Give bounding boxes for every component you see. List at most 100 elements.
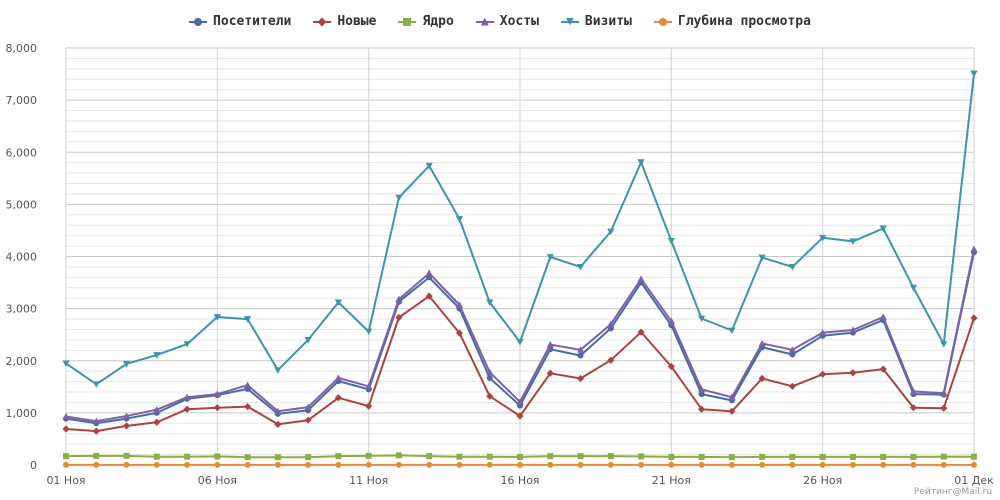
y-tick-label: 4,000 bbox=[6, 251, 38, 264]
data-point bbox=[274, 420, 282, 428]
data-point bbox=[213, 390, 221, 397]
legend-label: Визиты bbox=[584, 14, 632, 29]
data-point bbox=[244, 461, 251, 468]
watermark: Рейтинг@Mail.ru bbox=[913, 487, 992, 497]
y-tick-label: 8,000 bbox=[6, 42, 38, 55]
data-point bbox=[638, 461, 645, 468]
data-point bbox=[304, 337, 312, 344]
data-point bbox=[486, 453, 493, 460]
data-point bbox=[395, 452, 402, 459]
data-point bbox=[728, 393, 736, 401]
data-point bbox=[92, 427, 100, 435]
data-point bbox=[455, 301, 464, 308]
data-point bbox=[910, 453, 917, 460]
data-point bbox=[698, 385, 706, 393]
data-point bbox=[244, 403, 252, 411]
data-point bbox=[940, 453, 947, 460]
data-point bbox=[576, 346, 585, 353]
y-tick-label: 3,000 bbox=[6, 303, 38, 316]
data-point bbox=[516, 339, 524, 346]
data-point bbox=[153, 461, 160, 468]
data-point bbox=[819, 329, 827, 336]
y-tick-label: 7,000 bbox=[6, 94, 38, 107]
legend-swatch bbox=[398, 17, 417, 27]
data-point bbox=[970, 314, 978, 322]
data-point bbox=[184, 461, 191, 468]
legend-swatch bbox=[560, 17, 579, 27]
series-lines bbox=[62, 70, 978, 468]
legend-item[interactable]: Визиты bbox=[560, 14, 632, 29]
y-tick-label: 2,000 bbox=[6, 355, 38, 368]
data-point bbox=[214, 461, 221, 468]
data-point bbox=[576, 264, 585, 271]
data-point bbox=[456, 461, 463, 468]
data-point bbox=[93, 452, 100, 459]
data-point bbox=[758, 254, 766, 262]
legend-item[interactable]: Ядро bbox=[398, 14, 454, 29]
data-point bbox=[334, 394, 342, 402]
data-point bbox=[455, 329, 464, 337]
data-point bbox=[880, 461, 887, 468]
legend-label: Хосты bbox=[499, 14, 539, 29]
data-point bbox=[486, 299, 494, 306]
data-point bbox=[940, 389, 948, 396]
legend-item[interactable]: Новые bbox=[313, 14, 376, 29]
data-point bbox=[93, 461, 100, 468]
legend-item[interactable]: Глубина просмотра bbox=[653, 14, 811, 29]
data-point bbox=[425, 162, 433, 170]
data-point bbox=[728, 461, 735, 468]
data-point bbox=[788, 264, 796, 271]
data-point bbox=[305, 454, 312, 461]
data-point bbox=[153, 418, 161, 426]
data-point bbox=[849, 461, 856, 468]
data-point bbox=[607, 461, 614, 468]
data-point bbox=[759, 453, 766, 460]
series-Хосты bbox=[62, 245, 978, 425]
data-point bbox=[425, 292, 433, 300]
data-point bbox=[92, 417, 100, 425]
data-point bbox=[123, 452, 130, 459]
data-point bbox=[698, 405, 706, 413]
data-point bbox=[153, 453, 160, 460]
data-point bbox=[122, 360, 131, 368]
data-point bbox=[335, 453, 342, 460]
data-point bbox=[668, 453, 675, 460]
data-point bbox=[334, 374, 342, 381]
data-point bbox=[516, 398, 524, 405]
legend-item[interactable]: Посетители bbox=[189, 14, 291, 29]
data-point bbox=[667, 362, 675, 371]
data-point bbox=[395, 461, 402, 468]
data-point bbox=[909, 404, 918, 412]
legend-item[interactable]: Хосты bbox=[475, 14, 539, 29]
data-point bbox=[668, 461, 675, 468]
data-point bbox=[789, 461, 796, 468]
data-point bbox=[214, 453, 221, 460]
data-point bbox=[365, 402, 373, 410]
data-point bbox=[546, 340, 554, 348]
data-point bbox=[153, 406, 161, 413]
data-point bbox=[759, 461, 766, 468]
x-tick-label: 06 Ноя bbox=[198, 474, 237, 487]
legend-label: Глубина просмотра bbox=[677, 14, 811, 29]
legend-swatch bbox=[189, 17, 208, 27]
data-point bbox=[395, 295, 403, 303]
data-point bbox=[365, 461, 372, 468]
data-point bbox=[607, 453, 614, 460]
data-point bbox=[789, 351, 796, 358]
data-point bbox=[486, 461, 493, 468]
data-point bbox=[123, 461, 130, 468]
data-point bbox=[789, 453, 796, 460]
data-point bbox=[456, 453, 463, 460]
data-point bbox=[426, 461, 433, 468]
x-tick-label: 01 Дек bbox=[954, 474, 994, 487]
data-point bbox=[607, 320, 615, 328]
legend-swatch bbox=[653, 17, 672, 27]
legend-swatch bbox=[313, 16, 332, 27]
data-point bbox=[576, 374, 585, 383]
data-point bbox=[547, 461, 554, 468]
data-point bbox=[698, 453, 705, 460]
data-point bbox=[183, 405, 191, 413]
data-point bbox=[546, 254, 554, 261]
data-point bbox=[546, 369, 554, 377]
